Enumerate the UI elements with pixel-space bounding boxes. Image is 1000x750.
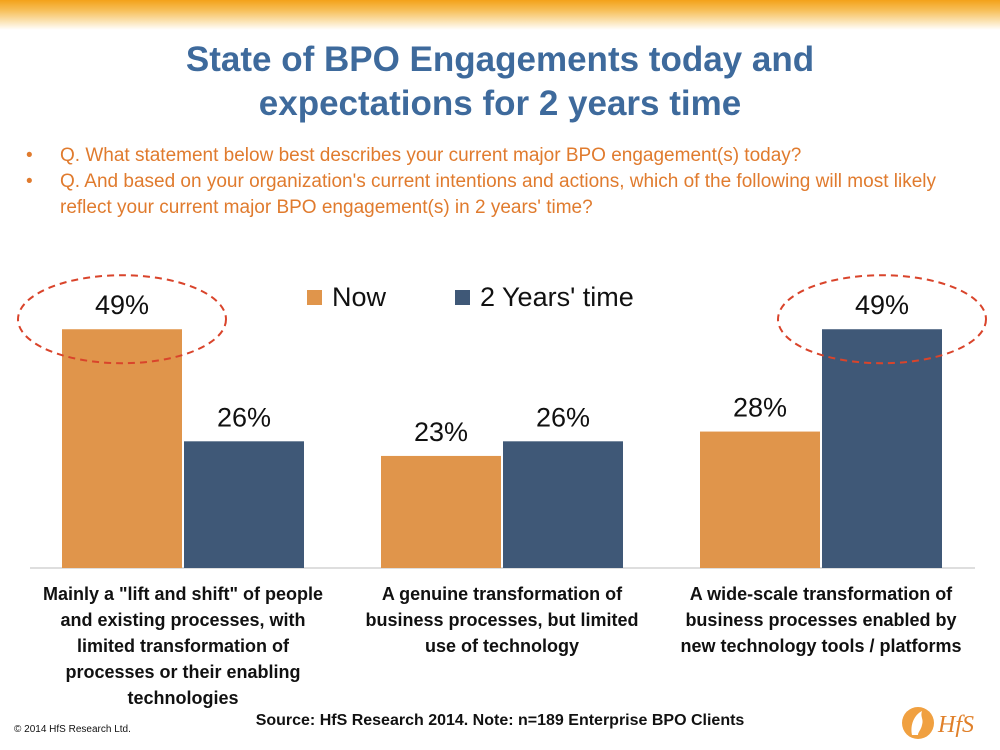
header-gradient-bar (0, 0, 1000, 30)
data-label: 26% (536, 402, 590, 432)
bar-now-2 (381, 455, 501, 568)
highlight-ellipse (17, 274, 227, 365)
data-label: 23% (414, 417, 468, 447)
category-label: new technology tools / platforms (680, 636, 961, 656)
category-label: A genuine transformation of (382, 584, 623, 604)
data-label: 28% (733, 393, 787, 423)
category-label: processes or their enabling (65, 662, 300, 682)
category-label: use of technology (425, 636, 579, 656)
logo-figure-icon (911, 711, 923, 735)
bar-2-years-3 (822, 329, 942, 568)
legend-swatch-2-years (455, 290, 470, 305)
legend-label-now: Now (332, 282, 387, 312)
question-list: • Q. What statement below best describes… (22, 143, 982, 221)
bar-now-3 (700, 431, 820, 568)
category-label: business processes, but limited (365, 610, 638, 630)
legend-label-2-years: 2 Years' time (480, 282, 634, 312)
question-text: Q. And based on your organization's curr… (60, 171, 936, 218)
bullet-marker: • (26, 171, 33, 192)
data-label: 49% (95, 290, 149, 320)
bar-now-1 (62, 329, 182, 568)
question-text: Q. What statement below best describes y… (60, 145, 802, 166)
logo-text: HfS (937, 712, 974, 738)
chart-legend: Now 2 Years' time (0, 282, 1000, 316)
title-line-2: expectations for 2 years time (258, 84, 742, 123)
highlight-ellipse (777, 274, 987, 365)
bar-2-years-2 (503, 441, 623, 568)
bar-2-years-1 (184, 441, 304, 568)
data-label: 26% (217, 402, 271, 432)
legend-item-2-years: 2 Years' time (455, 282, 634, 313)
hfs-logo: HfS (902, 707, 974, 739)
title-line-1: State of BPO Engagements today and (185, 40, 815, 79)
question-item: • Q. What statement below best describes… (22, 143, 982, 169)
category-label: technologies (127, 688, 238, 708)
question-item: • Q. And based on your organization's cu… (22, 169, 982, 221)
category-label: Mainly a "lift and shift" of people (43, 584, 323, 604)
legend-item-now: Now (307, 282, 386, 313)
copyright-text: © 2014 HfS Research Ltd. (14, 724, 131, 735)
data-label: 49% (855, 290, 909, 320)
category-label: and existing processes, with (60, 610, 305, 630)
slide-title: State of BPO Engagements today and expec… (0, 38, 1000, 126)
category-label: business processes enabled by (685, 610, 956, 630)
legend-swatch-now (307, 290, 322, 305)
bullet-marker: • (26, 145, 33, 166)
category-label: A wide-scale transformation of (690, 584, 953, 604)
category-label: limited transformation of (77, 636, 290, 656)
source-note: Source: HfS Research 2014. Note: n=189 E… (255, 712, 745, 729)
